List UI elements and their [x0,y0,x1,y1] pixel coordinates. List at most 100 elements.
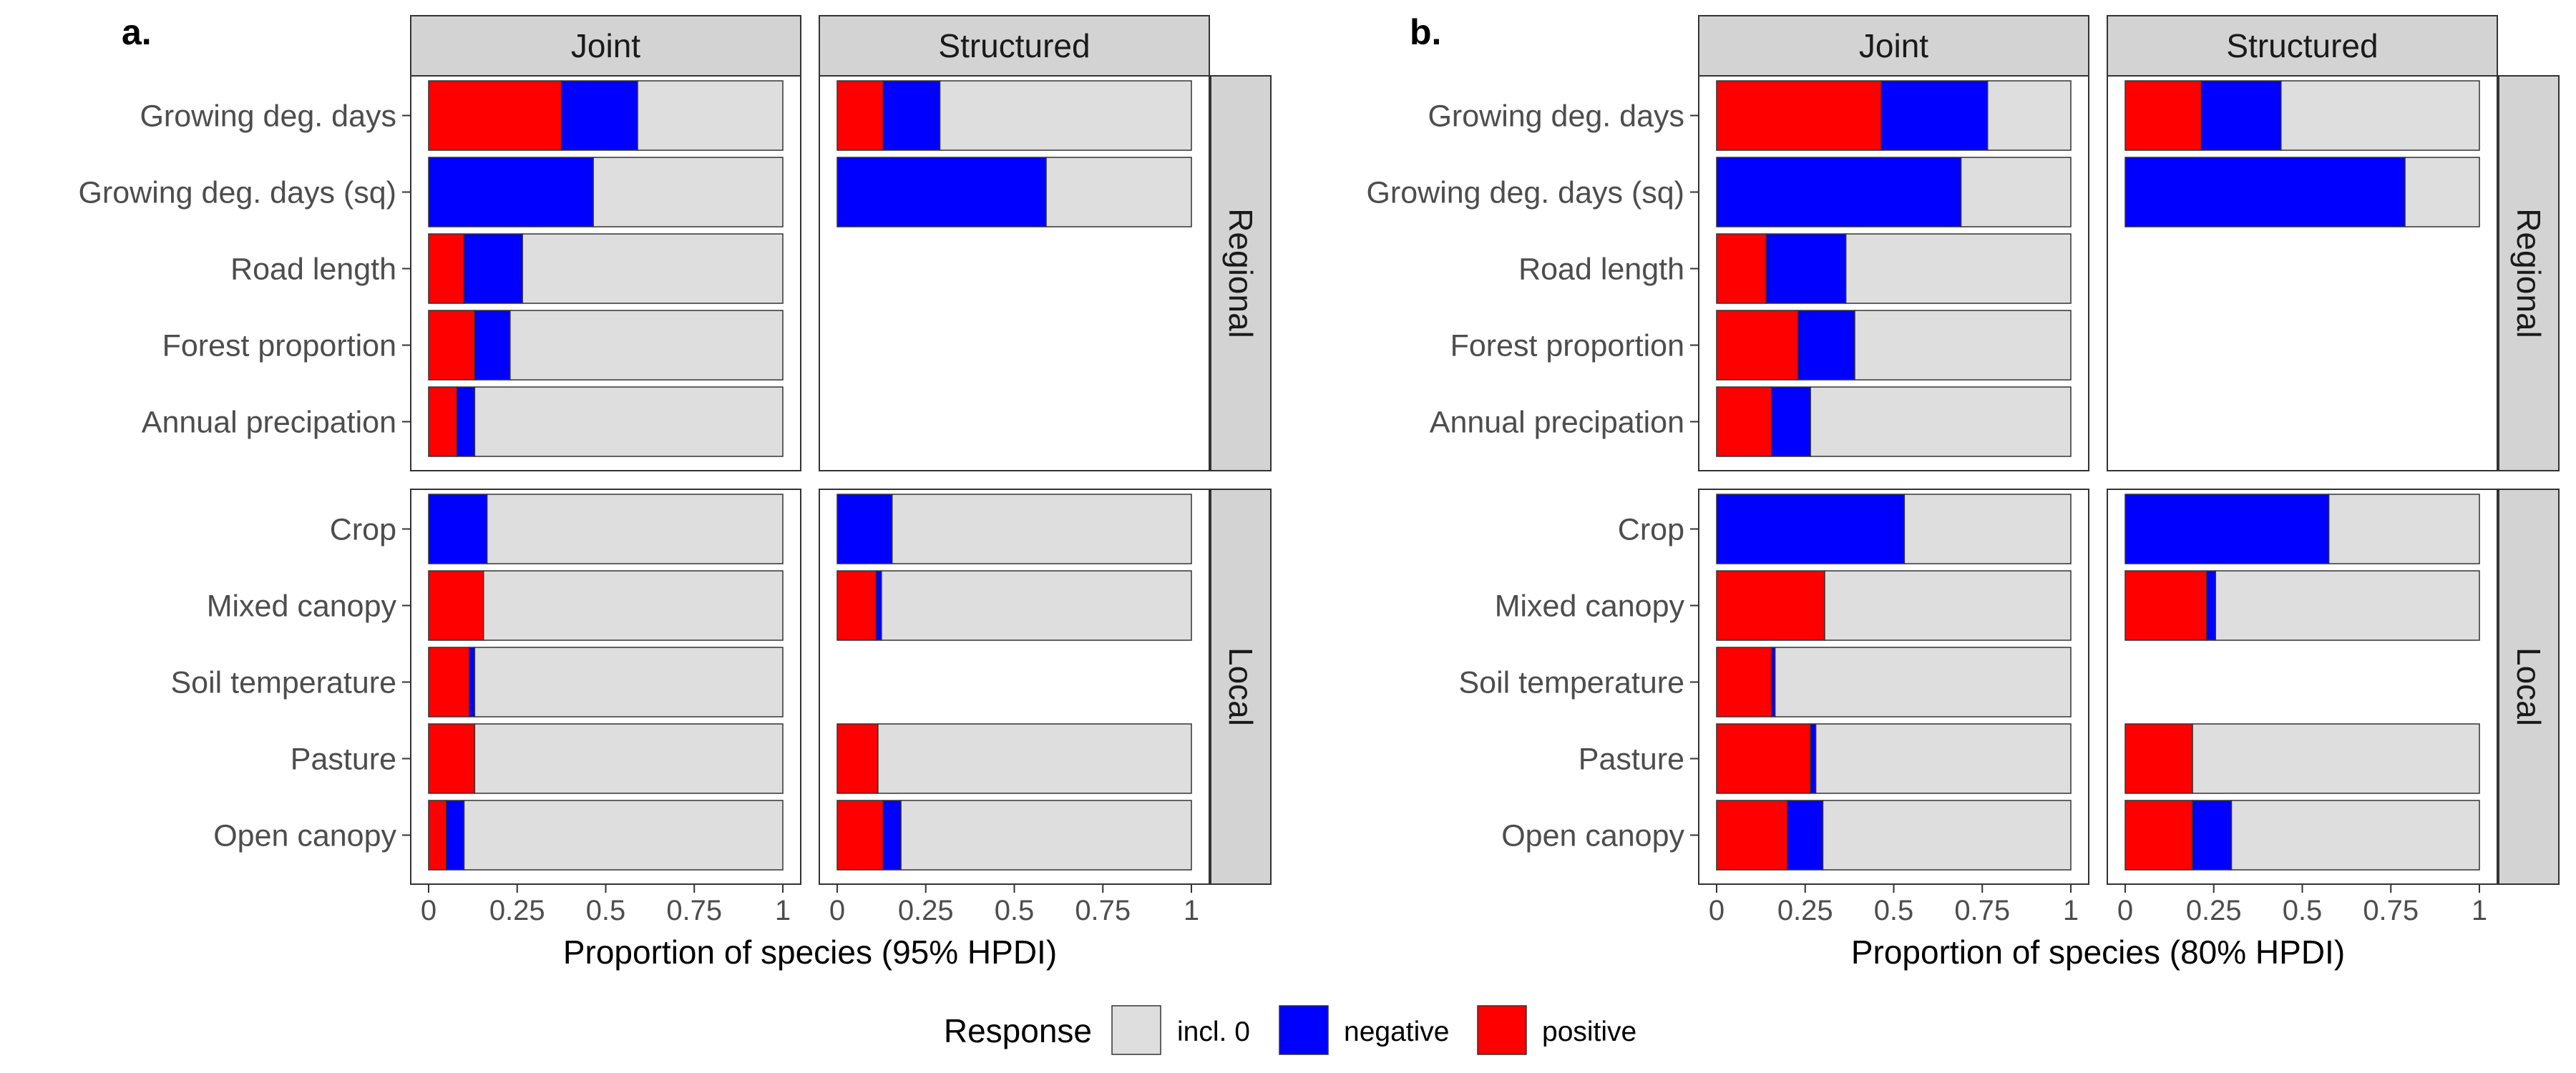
bar-joint-annual-precipation-incl-0 [1810,386,2072,457]
x-tick-label: 0.75 [1075,895,1131,926]
column-strip-label-joint: Joint [1859,27,1928,64]
column-strip-joint [1698,15,2089,77]
bar-joint-annual-precipation-positive [1716,386,1772,457]
y-tick-label-forest-proportion: Forest proportion [162,329,396,363]
y-tick-label-mixed-canopy: Mixed canopy [1495,589,1685,624]
bar-joint-forest-proportion-positive [428,310,476,381]
bar-structured-pasture-incl-0 [877,723,1192,794]
column-strip-label-joint: Joint [571,27,640,64]
y-tick-label-road-length: Road length [1518,253,1684,287]
bar-joint-forest-proportion-positive [1716,310,1799,381]
y-tick-label-road-length: Road length [230,253,396,287]
x-axis-title: Proportion of species (95% HPDI) [563,934,1057,971]
column-strip-structured [2107,15,2498,77]
bar-joint-open-canopy-positive [1716,800,1788,871]
bar-joint-crop-incl-0 [1903,494,2072,564]
bar-joint-forest-proportion-negative [474,310,511,381]
x-tick-label: 0 [421,895,436,926]
column-strip-structured [819,15,1210,77]
bar-structured-mixed-canopy-incl-0 [881,570,1192,641]
legend-key-incl-0 [1111,1005,1161,1055]
bar-joint-mixed-canopy-positive [1716,570,1825,641]
bar-joint-soil-temperature-negative [469,647,476,717]
bar-joint-road-length-negative [463,233,523,304]
row-strip-label-regional: Regional [1222,208,1259,338]
bar-joint-annual-precipation-incl-0 [474,386,784,457]
bar-joint-growing-deg-days-sq-negative [1716,157,1962,227]
legend-label-positive: positive [1542,1016,1636,1047]
bar-structured-open-canopy-incl-0 [2230,800,2480,871]
column-strip-joint [410,15,801,77]
legend: Response incl. 0 negative positive [944,1005,1636,1055]
bar-joint-mixed-canopy-incl-0 [1824,570,2072,641]
bar-structured-open-canopy-incl-0 [900,800,1192,871]
bar-structured-mixed-canopy-negative [2206,570,2216,641]
bar-joint-soil-temperature-incl-0 [1774,647,2072,717]
bar-joint-growing-deg-days-positive [1716,80,1882,151]
bar-structured-pasture-positive [2124,723,2193,794]
row-strip-regional [1210,75,1272,471]
bar-structured-crop-negative [836,494,893,564]
bar-joint-growing-deg-days-negative [560,80,638,151]
bar-joint-crop-negative [428,494,488,564]
legend-title: Response [944,1012,1092,1049]
bar-structured-crop-incl-0 [891,494,1192,564]
bar-structured-mixed-canopy-incl-0 [2215,570,2480,641]
x-tick-label: 1 [775,895,791,926]
row-strip-label-local: Local [1222,647,1259,726]
bar-structured-mixed-canopy-positive [836,570,877,641]
bar-joint-growing-deg-days-sq-negative [428,157,594,227]
bar-structured-growing-deg-days-sq-incl-0 [2404,157,2480,227]
bar-joint-pasture-incl-0 [474,723,784,794]
bar-joint-mixed-canopy-positive [428,570,484,641]
y-tick-label-growing-deg-days: Growing deg. days [140,99,396,134]
bar-joint-open-canopy-incl-0 [1822,800,2072,871]
bar-joint-growing-deg-days-negative [1880,80,1989,151]
legend-label-negative: negative [1344,1016,1449,1047]
x-tick-label: 0 [1709,895,1724,926]
bar-joint-annual-precipation-negative [456,386,476,457]
x-tick-label: 0.75 [666,895,722,926]
x-tick-label: 0.25 [2186,895,2242,926]
bar-structured-mixed-canopy-positive [2124,570,2207,641]
legend-key-negative [1279,1005,1329,1055]
bar-structured-open-canopy-positive [2124,800,2193,871]
chart-a: a. Joint 0 0.25 0.5 0.75 1 Structured 0 0.25 0.5 0.… [78,12,1272,971]
bar-joint-growing-deg-days-positive [428,80,562,151]
bar-joint-crop-incl-0 [486,494,784,564]
bar-joint-soil-temperature-positive [428,647,470,717]
y-tick-label-annual-precipation: Annual precipation [1430,406,1684,440]
bar-joint-road-length-negative [1765,233,1847,304]
y-tick-label-annual-precipation: Annual precipation [142,406,396,440]
bar-joint-open-canopy-negative [1787,800,1824,871]
y-tick-label-open-canopy: Open canopy [213,819,396,853]
bar-joint-pasture-positive [1716,723,1811,794]
row-strip-regional [2498,75,2560,471]
bar-structured-growing-deg-days-sq-negative [2124,157,2406,227]
bar-joint-open-canopy-negative [446,800,465,871]
bar-joint-forest-proportion-incl-0 [1854,310,2072,381]
row-strip-local [1210,489,1272,885]
row-strip-local [2498,489,2560,885]
row-strip-label-regional: Regional [2510,208,2547,338]
bar-structured-open-canopy-negative [2192,800,2233,871]
x-tick-label: 0.5 [586,895,626,926]
bar-joint-annual-precipation-negative [1770,386,1811,457]
x-tick-label: 0.5 [1874,895,1914,926]
bar-joint-crop-negative [1716,494,1906,564]
bar-joint-soil-temperature-positive [1716,647,1772,717]
y-tick-label-forest-proportion: Forest proportion [1450,329,1684,363]
x-tick-label: 0 [829,895,845,926]
bar-joint-growing-deg-days-incl-0 [1986,80,2072,151]
column-strip-label-structured: Structured [938,27,1090,64]
panel-label: a. [122,12,152,52]
bar-structured-growing-deg-days-negative [2200,80,2282,151]
y-tick-label-crop: Crop [330,513,396,547]
bar-structured-growing-deg-days-sq-incl-0 [1045,157,1192,227]
y-tick-label-soil-temperature: Soil temperature [1459,666,1685,700]
y-tick-label-pasture: Pasture [291,743,396,777]
x-tick-label: 1 [1184,895,1199,926]
bar-joint-pasture-incl-0 [1815,723,2072,794]
x-tick-label: 0 [2117,895,2133,926]
row-strip-label-local: Local [2510,647,2547,726]
